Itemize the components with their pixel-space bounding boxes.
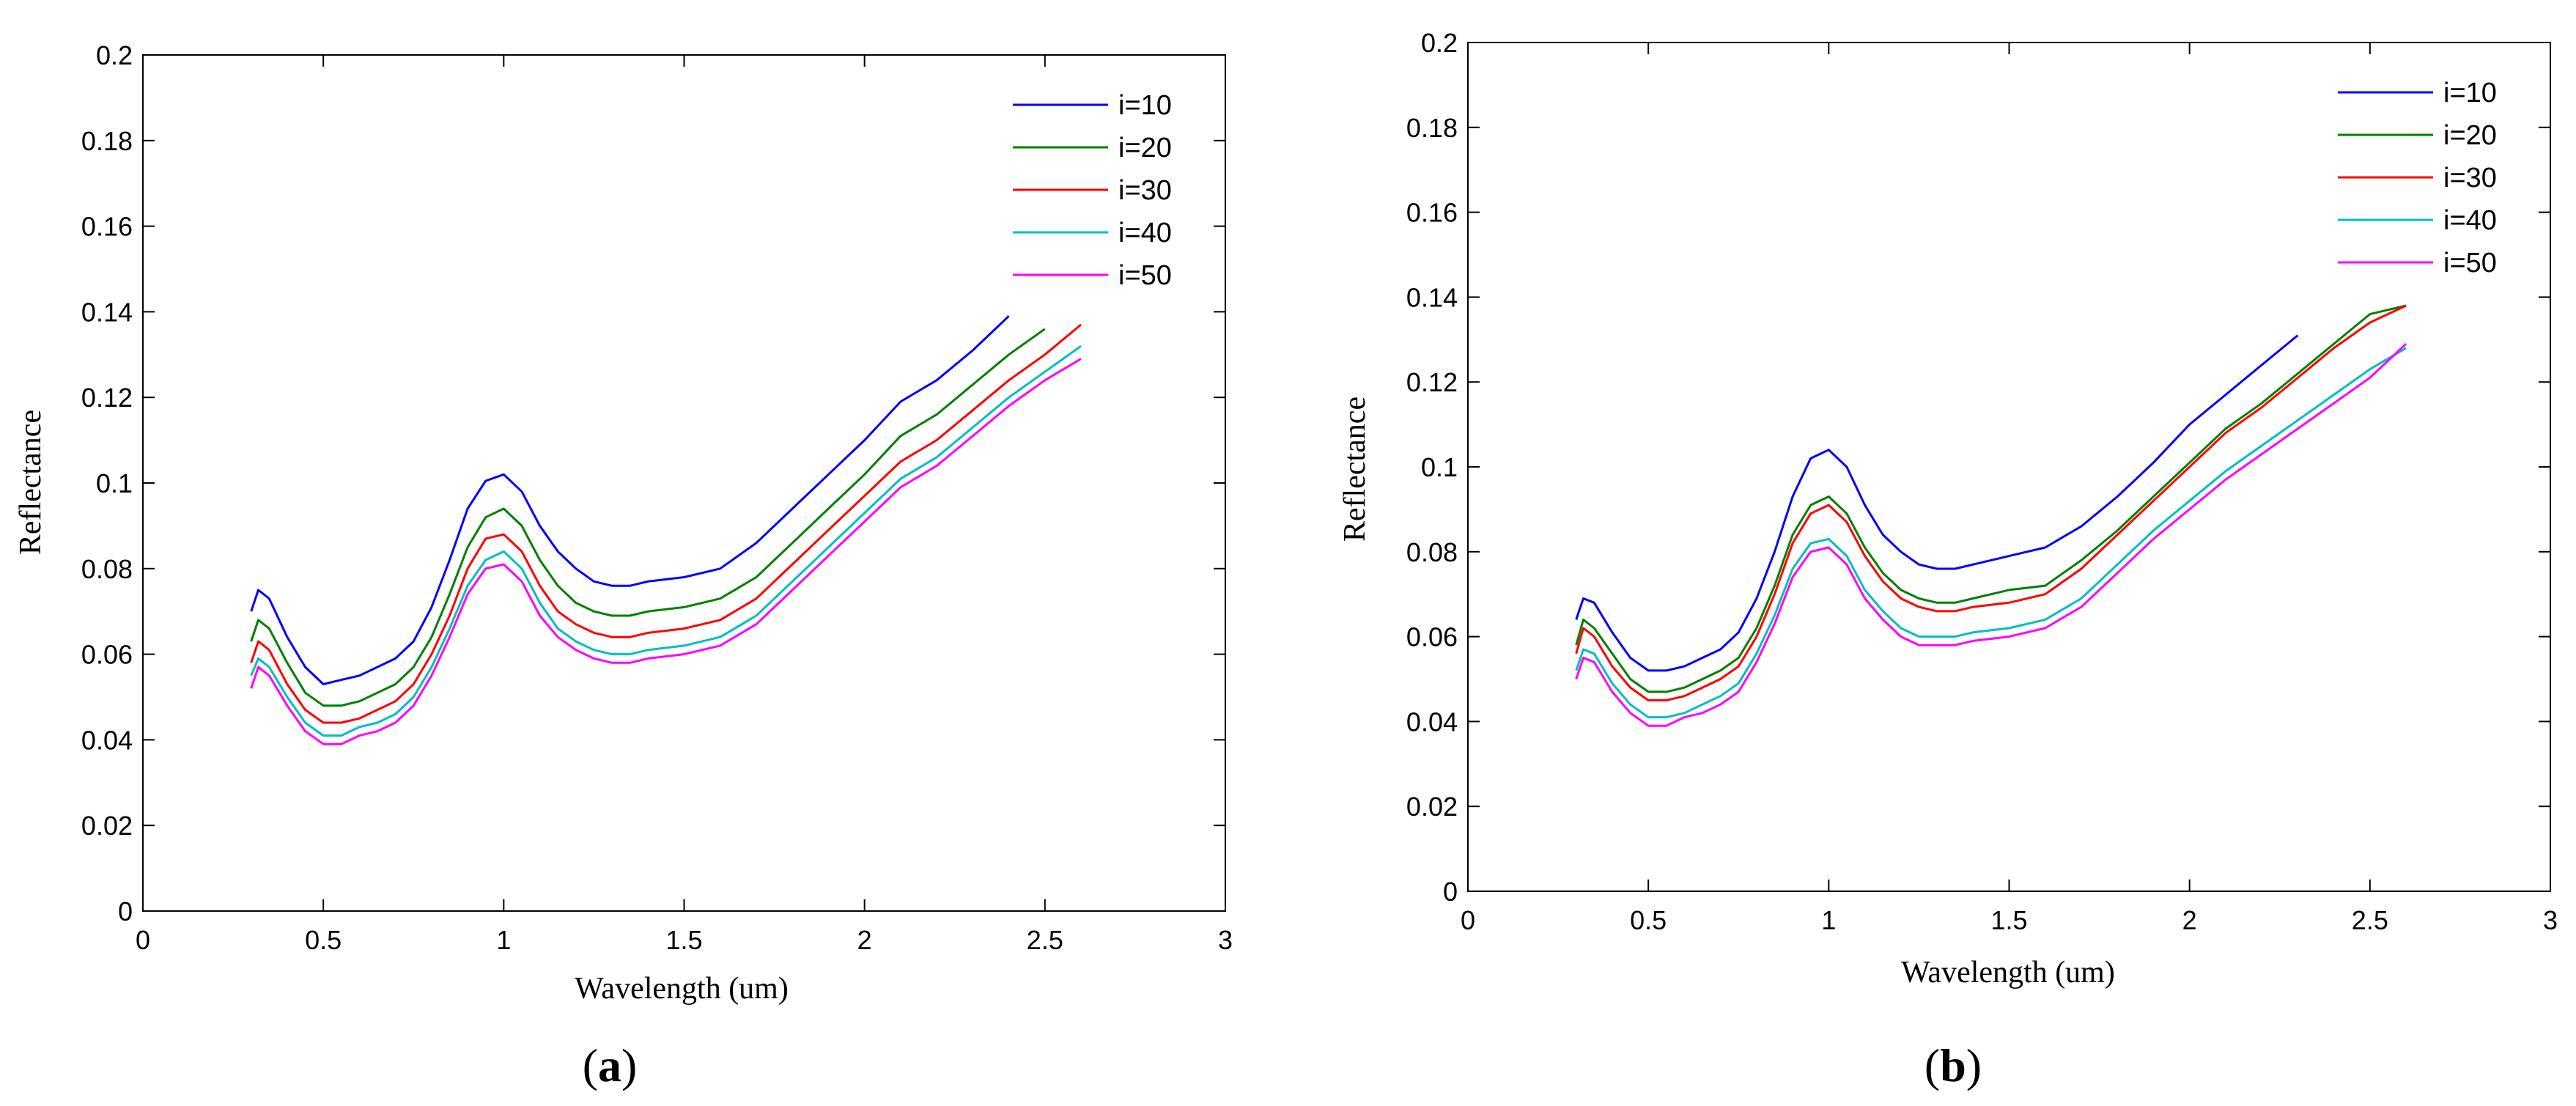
y-tick-label: 0 [118,896,133,926]
legend-label: i=10 [1118,90,1172,121]
panel-letter: b [1940,1039,1966,1091]
series-line-i-50 [1575,343,2407,727]
y-tick-label: 0.2 [1421,28,1458,58]
series-line-i-10 [1575,334,2299,672]
x-tick-label: 1.5 [665,925,702,955]
x-tick-label: 0 [1461,905,1475,935]
y-tick-label: 0.1 [96,468,133,498]
y-tick-label: 0.04 [1406,707,1458,737]
panel-label: (a) [583,1039,638,1091]
legend-label: i=20 [1118,133,1172,163]
y-tick-label: 0.18 [1406,113,1458,143]
series-line-i-20 [1575,304,2407,693]
legend-label: i=40 [1118,218,1172,248]
legend-label: i=30 [1118,175,1172,206]
series-line-i-30 [250,323,1082,724]
y-tick-label: 0.16 [1406,198,1458,228]
y-tick-label: 0.06 [81,640,133,670]
x-tick-label: 3 [1218,925,1233,955]
chart-b: 0 0.5 1 1.5 2 2.5 3 0 0.02 0.04 0.06 0.08 0.1 0.12 0.1… [1338,28,2558,1091]
y-tick-label: 0.02 [81,811,133,841]
panel-label: (b) [1924,1039,1982,1091]
y-tick-label: 0.16 [81,212,133,242]
y-tick-label: 0.1 [1421,452,1458,482]
chart-a: 0 0.5 1 1.5 2 2.5 3 0 0.02 0.04 0.06 0.08 0.1 0.12 0.1… [14,40,1233,1091]
y-tick-label: 0.04 [81,725,133,755]
x-tick-label: 2.5 [1027,925,1063,955]
legend-label: i=20 [2443,120,2497,151]
y-tick-label: 0.2 [96,40,133,70]
y-tick-label: 0.02 [1406,792,1458,822]
panel-paren-open: ( [1924,1039,1940,1091]
y-tick-label: 0.12 [81,383,133,413]
y-tick-label: 0 [1443,877,1458,907]
x-tick-label: 0 [136,925,150,955]
y-tick-label: 0.06 [1406,622,1458,652]
y-axis-label: Reflectance [1338,397,1372,542]
panel-paren-close: ) [621,1039,637,1091]
y-tick-label: 0.14 [1406,282,1458,312]
x-tick-label: 1.5 [1990,905,2027,935]
x-tick-label: 1 [496,925,511,955]
x-tick-label: 3 [2543,905,2558,935]
panel-letter: a [598,1039,621,1091]
x-tick-label: 0.5 [305,925,342,955]
series-line-i-20 [250,328,1046,707]
x-tick-label: 2 [2182,905,2197,935]
x-tick-label: 2 [857,925,872,955]
plot-area [142,54,1226,912]
y-tick-label: 0.08 [81,554,133,584]
y-tick-label: 0.18 [81,126,133,156]
legend-label: i=10 [2443,78,2497,108]
series-line-i-40 [250,344,1082,737]
series-line-i-50 [250,358,1082,745]
legend-label: i=40 [2443,205,2497,236]
legend-label: i=50 [1118,260,1172,291]
x-tick-label: 0.5 [1630,905,1667,935]
series-line-i-10 [250,315,1010,685]
x-axis-label: Wavelength (um) [575,972,789,1006]
series-line-i-30 [1575,304,2407,701]
x-tick-label: 1 [1821,905,1836,935]
y-tick-label: 0.14 [81,297,133,327]
y-axis-label: Reflectance [14,410,48,555]
x-tick-label: 2.5 [2352,905,2388,935]
panel-paren-close: ) [1966,1039,1982,1091]
plot-area [1467,42,2551,892]
series-line-i-40 [1575,347,2407,719]
x-axis-label: Wavelength (um) [1901,956,2115,989]
y-tick-label: 0.12 [1406,367,1458,397]
legend-label: i=50 [2443,248,2497,279]
legend-label: i=30 [2443,163,2497,193]
y-tick-label: 0.08 [1406,537,1458,567]
panel-paren-open: ( [583,1039,598,1091]
